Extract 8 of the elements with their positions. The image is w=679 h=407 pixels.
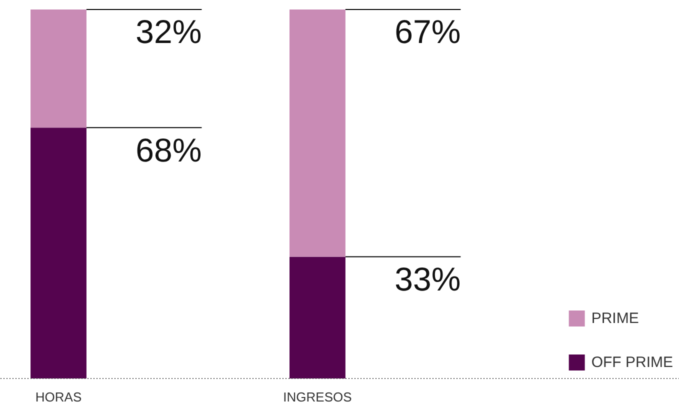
- data-label: 32%: [136, 13, 202, 50]
- legend-label: PRIME: [591, 310, 639, 326]
- x-tick-label: HORAS: [35, 390, 82, 404]
- data-label: 68%: [136, 131, 202, 168]
- x-tick-label: INGRESOS: [283, 390, 352, 404]
- data-label: 33%: [394, 260, 461, 298]
- legend-label: OFF PRIME: [591, 354, 673, 370]
- data-label: 67%: [394, 13, 461, 50]
